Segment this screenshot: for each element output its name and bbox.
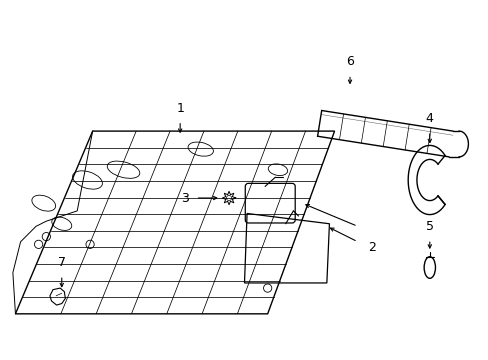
Text: 5: 5 (425, 220, 433, 233)
Text: 1: 1 (176, 102, 183, 114)
Text: 4: 4 (425, 112, 433, 125)
Text: 6: 6 (346, 55, 353, 68)
Text: 2: 2 (367, 242, 375, 255)
Text: 7: 7 (58, 256, 65, 269)
Text: 3: 3 (181, 192, 188, 204)
